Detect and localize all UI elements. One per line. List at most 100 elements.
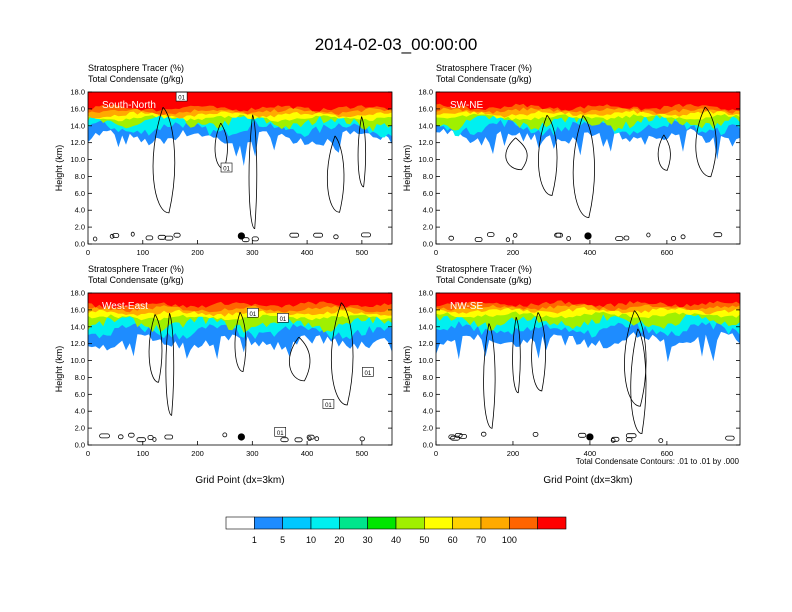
- y-tick-label: 12.0: [70, 138, 85, 147]
- colorbar-label: 5: [280, 535, 285, 545]
- y-tick-label: 2.0: [75, 424, 85, 433]
- contour-label-box: [322, 399, 335, 409]
- colorbar-swatch: [452, 516, 482, 530]
- y-axis-label: Height (km): [402, 346, 412, 393]
- y-tick-label: 0.0: [75, 441, 85, 450]
- y-tick-label: 0.0: [423, 441, 433, 450]
- subtitle-condensate: Total Condensate (g/kg): [436, 74, 532, 84]
- subtitle-tracer: Stratosphere Tracer (%): [88, 63, 184, 73]
- y-tick-label: 6.0: [75, 390, 85, 399]
- y-tick-label: 8.0: [75, 172, 85, 181]
- x-tick-label: 500: [356, 449, 369, 458]
- y-tick-label: 10.0: [70, 155, 85, 164]
- panel-west-east: 01 01 01 01 01 West-East Stratosphere Tracer (…: [54, 264, 393, 486]
- x-tick-label: 100: [137, 449, 150, 458]
- section-center-marker: [586, 433, 594, 441]
- tracer-field: [436, 92, 740, 243]
- tracer-band-r100: [88, 92, 392, 112]
- tracer-band-r100: [88, 293, 392, 309]
- x-tick-label: 400: [301, 248, 314, 257]
- panel-label: West-East: [102, 301, 148, 312]
- x-tick-label: 200: [507, 248, 520, 257]
- colorbar-swatch: [424, 516, 453, 530]
- y-tick-label: 10.0: [418, 155, 433, 164]
- y-tick-label: 18.0: [70, 289, 85, 298]
- y-tick-label: 2.0: [423, 424, 433, 433]
- colorbar-label: 30: [363, 535, 373, 545]
- y-tick-label: 18.0: [418, 289, 433, 298]
- colorbar-swatch: [254, 516, 283, 530]
- x-tick-label: 0: [434, 449, 438, 458]
- y-tick-label: 2.0: [423, 223, 433, 232]
- plot-frame: [87, 292, 393, 446]
- colorbar-swatch: [395, 516, 425, 530]
- condensate-contours: [448, 310, 735, 444]
- colorbar-swatch: [537, 516, 567, 530]
- y-tick-label: 10.0: [418, 356, 433, 365]
- colorbar-label: 10: [306, 535, 316, 545]
- x-tick-label: 300: [246, 449, 259, 458]
- y-tick-label: 6.0: [75, 189, 85, 198]
- panel-label: South-North: [102, 100, 156, 111]
- y-tick-label: 10.0: [70, 356, 85, 365]
- contour-label: 01: [223, 167, 230, 173]
- panel-sw-ne: SW-NE Stratosphere Tracer (%)Total Conden…: [402, 63, 741, 257]
- y-tick-label: 12.0: [418, 339, 433, 348]
- colorbar-swatch: [367, 516, 397, 530]
- x-axis-label: Grid Point (dx=3km): [195, 475, 284, 486]
- contour-label-box: [220, 162, 233, 173]
- x-tick-label: 200: [507, 449, 520, 458]
- colorbar-label: 70: [476, 535, 486, 545]
- y-tick-label: 4.0: [423, 206, 433, 215]
- y-tick-label: 18.0: [70, 88, 85, 97]
- panel-label: SW-NE: [450, 100, 483, 111]
- colorbar-label: 20: [334, 535, 344, 545]
- y-tick-label: 16.0: [70, 104, 85, 113]
- plot-frame: [435, 292, 741, 446]
- x-tick-label: 400: [301, 449, 314, 458]
- panel-south-north: 01 01 South-North Stratosphere Tracer (%)To…: [54, 63, 393, 257]
- x-tick-label: 400: [584, 248, 597, 257]
- x-tick-label: 400: [584, 449, 597, 458]
- y-tick-label: 16.0: [70, 305, 85, 314]
- tracer-band-r100: [436, 293, 740, 308]
- y-tick-label: 6.0: [423, 390, 433, 399]
- y-tick-label: 0.0: [423, 240, 433, 249]
- contour-label: 01: [325, 403, 332, 409]
- y-tick-label: 14.0: [70, 322, 85, 331]
- y-tick-label: 6.0: [423, 189, 433, 198]
- x-tick-label: 500: [356, 248, 369, 257]
- tracer-field: [88, 293, 392, 443]
- x-tick-label: 200: [191, 449, 204, 458]
- x-tick-label: 0: [434, 248, 438, 257]
- y-tick-label: 0.0: [75, 240, 85, 249]
- y-tick-label: 18.0: [418, 88, 433, 97]
- x-tick-label: 0: [86, 449, 90, 458]
- plot-frame: [435, 91, 741, 245]
- section-center-marker: [584, 232, 592, 240]
- x-tick-label: 200: [191, 248, 204, 257]
- y-tick-label: 16.0: [418, 104, 433, 113]
- y-axis-label: Height (km): [402, 145, 412, 192]
- y-tick-label: 4.0: [75, 206, 85, 215]
- y-tick-label: 2.0: [75, 223, 85, 232]
- colorbar-label: 60: [448, 535, 458, 545]
- x-tick-label: 300: [246, 248, 259, 257]
- contour-label: 01: [277, 431, 284, 437]
- contour-label-box: [274, 427, 287, 437]
- subtitle-tracer: Stratosphere Tracer (%): [88, 264, 184, 274]
- y-tick-label: 8.0: [423, 172, 433, 181]
- contour-label: 01: [280, 317, 287, 323]
- y-tick-label: 12.0: [418, 138, 433, 147]
- y-tick-label: 12.0: [70, 339, 85, 348]
- contour-label-box: [277, 313, 289, 323]
- subtitle-tracer: Stratosphere Tracer (%): [436, 63, 532, 73]
- y-tick-label: 8.0: [423, 373, 433, 382]
- colorbar-swatch: [225, 516, 255, 530]
- y-tick-label: 16.0: [418, 305, 433, 314]
- y-tick-label: 14.0: [418, 121, 433, 130]
- y-tick-label: 8.0: [75, 373, 85, 382]
- subtitle-condensate: Total Condensate (g/kg): [88, 74, 184, 84]
